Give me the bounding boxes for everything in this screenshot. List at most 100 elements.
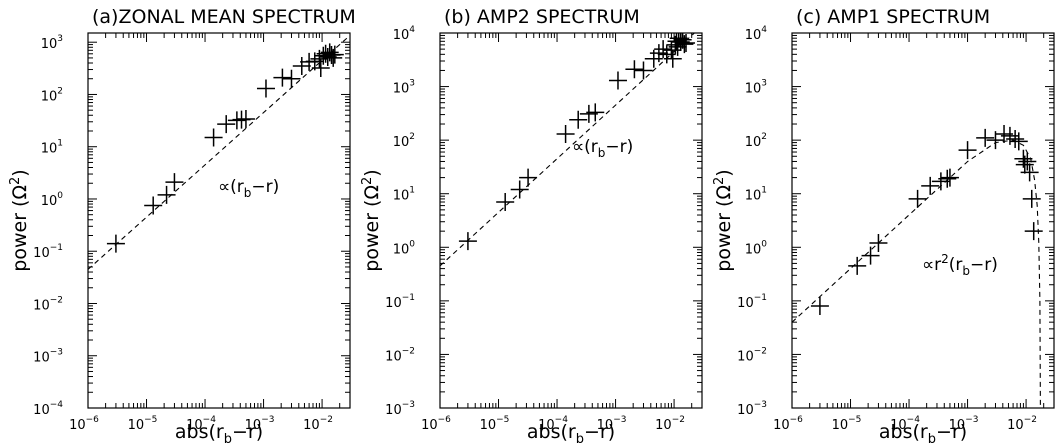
data-point [608,71,627,90]
y-tick-label: 104 [745,25,768,43]
y-tick-label: 104 [393,25,416,43]
data-point [324,48,343,67]
data-point [1022,189,1041,208]
x-axis-label: abs(rb−r) [175,421,263,444]
y-tick-label: 102 [745,132,767,150]
y-tick-label: 10−3 [385,400,415,418]
plot-frame [439,32,703,409]
x-tick-label: 10−4 [538,415,568,433]
y-tick-label: 102 [41,86,63,104]
y-tick-label: 10−2 [33,295,63,313]
y-tick-label: 10−3 [33,348,63,366]
x-tick-label: 10−5 [128,415,158,433]
y-tick-label: 100 [41,191,64,209]
data-point [157,185,176,204]
x-tick-label: 10−2 [303,415,333,433]
y-tick-label: 10−2 [737,346,767,364]
plot-frame [87,32,351,409]
data-point [976,128,995,147]
y-tick-label: 10−4 [33,400,63,418]
panel-title: (c) AMP1 SPECTRUM [796,6,990,28]
data-point [510,180,529,199]
x-tick-label: 10−2 [1007,415,1037,433]
data-point [677,34,696,53]
data-point [673,33,692,49]
data-point [106,234,125,253]
y-axis-label: power (Ω2) [712,169,735,271]
panel-zonal-mean-spectrum: 10−6 10−5 10−4 10−3 10−2 10−4 10−3 10−2 10−1 100 1… [8,6,356,444]
data-point [256,79,275,98]
data-point [204,128,223,147]
panel-title: (a)ZONAL MEAN SPECTRUM [92,6,356,28]
x-tick-label: 10−6 [773,415,803,433]
y-tick-label: 103 [41,34,63,52]
fit-line [88,34,350,270]
proportionality-annotation: ∝(rb−r) [218,177,279,200]
data-point [663,49,682,68]
data-point [908,189,927,208]
x-tick-label: 10−2 [655,415,685,433]
data-point [496,193,515,212]
data-point [165,173,184,192]
panel-amp2-spectrum: 10−6 10−5 10−4 10−3 10−2 10−3 10−2 10−1 100 101 10… [360,6,703,444]
y-tick-label: 103 [393,79,415,97]
data-point [458,232,477,251]
y-tick-label: 102 [393,132,415,150]
x-axis-label: abs(rb−r) [879,421,967,444]
x-tick-label: 10−3 [245,415,275,433]
data-point [1024,222,1043,241]
data-point [1020,163,1039,182]
data-point [1018,152,1037,171]
x-tick-label: 10−3 [597,415,627,433]
y-axis-label: power (Ω2) [360,169,383,271]
data-point [1015,155,1034,174]
y-tick-label: 101 [41,139,63,157]
y-tick-label: 10−1 [385,293,415,311]
data-point [848,256,867,275]
proportionality-annotation: ∝(rb−r) [572,137,633,160]
data-point [556,125,575,144]
x-tick-label: 10−6 [421,415,451,433]
data-point [217,115,236,134]
data-point [861,246,880,265]
y-tick-label: 103 [745,79,767,97]
y-tick-label: 10−2 [385,346,415,364]
data-point [282,69,301,88]
y-axis-label: power (Ω2) [8,169,31,271]
data-point [675,35,694,54]
data-point [1009,132,1028,151]
data-point [654,40,673,59]
data-point [273,68,292,87]
panel-amp1-spectrum: 10−6 10−5 10−4 10−3 10−2 10−3 10−2 10−1 100 101 10… [712,6,1055,444]
data-point [144,196,163,215]
x-tick-label: 10−3 [949,415,979,433]
x-tick-label: 10−5 [832,415,862,433]
y-tick-label: 100 [393,239,416,257]
data-point [810,297,829,316]
data-point [236,109,255,128]
data-point [519,168,538,187]
x-tick-label: 10−4 [890,415,920,433]
data-point [668,37,687,56]
fit-line [440,33,696,267]
data-point [649,44,668,63]
y-tick-label: 101 [745,186,767,204]
panel-title: (b) AMP2 SPECTRUM [444,6,640,28]
y-tick-label: 10−1 [33,243,63,261]
x-axis-label: abs(rb−r) [527,421,615,444]
y-tick-label: 100 [745,239,768,257]
data-point [938,169,957,188]
data-point [634,61,653,80]
data-point [311,59,330,78]
y-tick-label: 101 [393,186,415,204]
data-point [625,60,644,79]
data-point [586,103,605,122]
y-tick-label: 10−3 [737,400,767,418]
fit-line [792,139,1041,408]
proportionality-annotation: ∝r2(rb−r) [922,252,998,278]
data-point [958,141,977,160]
x-tick-label: 10−6 [69,415,99,433]
data-point [869,234,888,253]
data-point [921,176,940,195]
